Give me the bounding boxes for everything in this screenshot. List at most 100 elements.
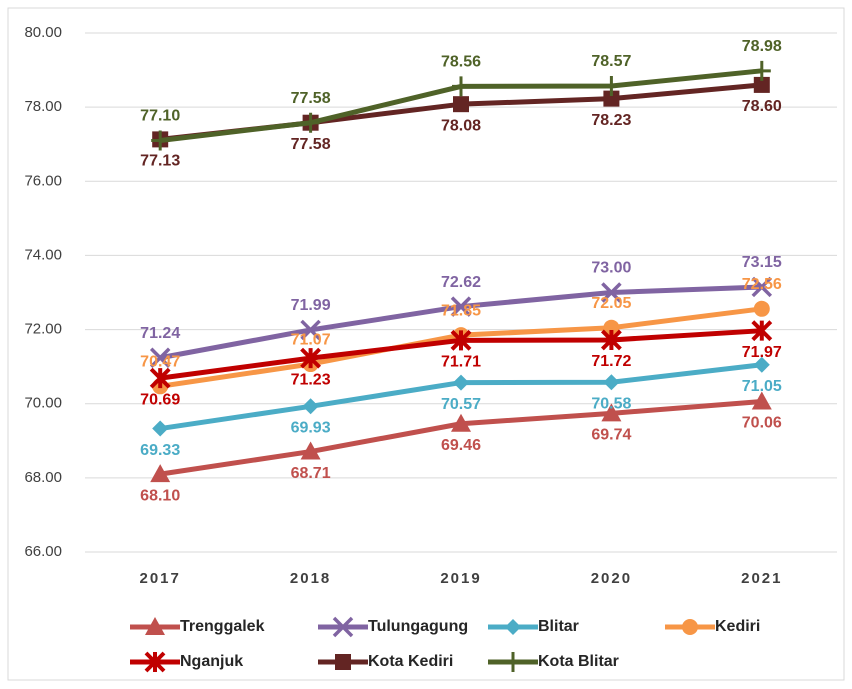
y-tick-label: 66.00	[24, 543, 62, 560]
marker	[300, 441, 321, 460]
marker	[601, 282, 622, 303]
marker	[332, 616, 354, 638]
data-label: 77.10	[140, 108, 180, 125]
legend-label: Kota Kediri	[368, 653, 453, 670]
marker	[751, 320, 773, 342]
data-label: 78.23	[591, 112, 631, 129]
y-tick-label: 68.00	[24, 469, 62, 486]
data-label: 71.97	[742, 344, 782, 361]
marker	[753, 76, 770, 93]
data-label: 70.06	[742, 415, 782, 432]
data-label: 77.58	[291, 90, 331, 107]
marker	[300, 347, 322, 369]
marker	[453, 96, 469, 113]
marker	[450, 329, 472, 351]
data-label: 71.71	[441, 354, 481, 371]
data-label: 78.60	[742, 98, 782, 115]
y-tick-label: 78.00	[24, 98, 62, 115]
marker	[753, 300, 770, 317]
legend-label: Nganjuk	[180, 653, 243, 670]
legend-label: Kediri	[715, 618, 760, 635]
x-tick-label: 2018	[290, 570, 331, 587]
marker	[601, 403, 622, 422]
legend-item: Kota Blitar	[488, 652, 619, 672]
legend-label: Trenggalek	[180, 618, 265, 635]
data-label: 73.00	[591, 260, 631, 277]
legend-item: Kediri	[665, 618, 760, 635]
data-label: 72.62	[441, 274, 481, 291]
data-label: 70.58	[591, 395, 631, 412]
x-tick-label: 2020	[591, 570, 632, 587]
data-label: 78.98	[742, 38, 782, 55]
marker	[451, 413, 471, 432]
data-label: 78.57	[591, 53, 631, 70]
data-label: 73.15	[742, 254, 782, 271]
marker	[144, 651, 166, 673]
data-label: 71.24	[140, 325, 180, 342]
legend-item: Trenggalek	[130, 617, 265, 635]
marker	[751, 391, 772, 410]
legend-label: Tulungagung	[368, 618, 468, 635]
marker	[603, 374, 620, 391]
data-label: 72.05	[591, 295, 631, 312]
y-tick-label: 70.00	[24, 395, 62, 412]
data-label: 69.93	[291, 420, 331, 437]
data-label: 77.58	[291, 136, 331, 153]
marker	[302, 398, 319, 415]
marker	[682, 619, 698, 635]
marker	[150, 464, 171, 483]
legend-label: Blitar	[538, 618, 579, 635]
legend-item: Kota Kediri	[318, 653, 453, 670]
marker	[452, 76, 470, 97]
marker	[504, 652, 522, 672]
marker	[752, 60, 771, 81]
y-tick-label: 72.00	[24, 321, 62, 338]
x-tick-label: 2021	[741, 570, 782, 587]
marker	[505, 619, 521, 635]
data-label: 70.69	[140, 391, 180, 408]
data-label: 78.56	[441, 54, 481, 71]
data-label: 68.71	[291, 465, 331, 482]
data-label: 68.10	[140, 487, 180, 504]
marker	[149, 367, 171, 389]
data-label: 78.08	[441, 117, 481, 134]
marker	[603, 90, 620, 107]
marker	[751, 276, 773, 298]
data-label: 71.05	[742, 378, 782, 395]
y-tick-label: 74.00	[24, 246, 62, 263]
y-tick-label: 80.00	[24, 24, 62, 41]
x-tick-label: 2017	[140, 570, 181, 587]
data-label: 71.23	[291, 371, 331, 388]
data-label: 70.57	[441, 396, 481, 413]
marker	[301, 112, 320, 133]
data-label: 71.07	[291, 331, 331, 348]
x-tick-label: 2019	[440, 570, 481, 587]
marker	[149, 347, 171, 368]
legend-item: Tulungagung	[318, 616, 468, 638]
marker	[600, 329, 622, 351]
legend-label: Kota Blitar	[538, 653, 619, 670]
legend-item: Blitar	[488, 618, 579, 635]
data-label: 69.33	[140, 442, 180, 459]
data-label: 71.72	[591, 353, 631, 370]
marker	[602, 76, 621, 97]
marker	[450, 296, 472, 317]
marker	[603, 319, 620, 336]
data-label: 71.85	[441, 302, 481, 319]
marker	[151, 130, 170, 151]
marker	[753, 356, 770, 373]
data-label: 69.46	[441, 437, 481, 454]
marker	[300, 319, 321, 341]
data-label: 72.56	[742, 276, 782, 293]
marker	[335, 654, 351, 670]
data-label: 69.74	[591, 427, 631, 444]
data-label: 77.13	[140, 153, 180, 170]
legend-item: Nganjuk	[130, 651, 243, 673]
y-tick-label: 76.00	[24, 172, 62, 189]
data-label: 71.99	[291, 297, 331, 314]
data-label: 70.47	[140, 354, 180, 371]
marker	[152, 420, 169, 437]
marker	[453, 374, 469, 391]
marker	[145, 617, 165, 635]
